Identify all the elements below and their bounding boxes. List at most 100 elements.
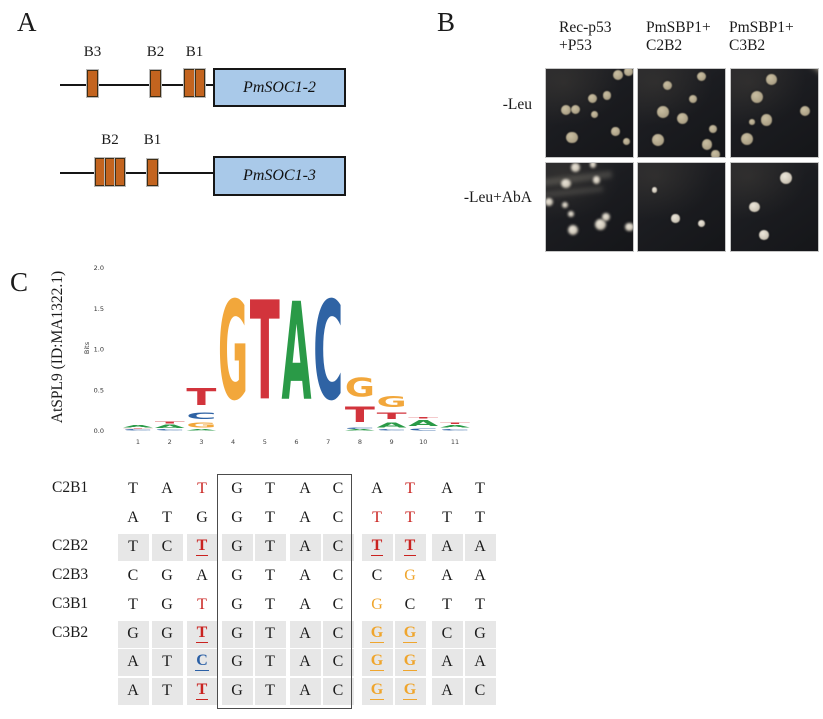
sequence-letter: A [299,480,311,497]
sequence-letter: C [371,567,383,584]
sequence-letter: C [441,625,453,642]
logo-letter-T: T [408,416,439,418]
sequence-cell: T [117,533,149,561]
sequence-cell: A [432,476,463,503]
plate-reflection-streak [546,171,612,187]
logo-letter-A: A [377,421,408,429]
panel-a-gene-diagrams: B3 B2 B1 PmSOC1-2 B2 B1 PmSOC1-3 [0,0,420,230]
sequence-letter: G [231,596,243,613]
sequence-letter: A [371,480,383,497]
sequence-letter: A [299,538,311,555]
yeast-colony [749,119,755,125]
logo-letter-A: A [186,429,217,431]
binding-site-box-b1 [184,69,205,97]
panel-b-yeast-assay: Rec-p53 +P53 PmSBP1+ C2B2 PmSBP1+ C3B2 -Leu -Le… [420,0,823,260]
sequence-cell: C [362,563,393,590]
sequence-letter: T [403,537,417,556]
sequence-cell: T [465,476,496,503]
sequence-letter: T [128,596,138,613]
binding-site-subbox [95,158,105,186]
sequence-cell: G [394,677,426,705]
sequence-letter: G [402,624,418,643]
binding-site-box-b2 [95,158,125,186]
sequence-letter: T [265,682,275,699]
sequence-cell: G [221,620,253,648]
y-axis-tick-label: 0.0 [94,427,104,435]
sequence-letter: C [404,596,416,613]
binding-site-subbox [115,158,125,186]
sequence-letter: A [441,480,453,497]
sequence-letter: T [405,509,415,526]
plate-column-label-line1: Rec-p53 [559,19,612,36]
binding-site-label-b3: B3 [83,44,102,60]
sequence-row-label: C3B1 [52,595,89,612]
sequence-letter: A [299,509,311,526]
sequence-letter: G [231,682,243,699]
yeast-colony [571,163,580,172]
sequence-cell: C [323,476,354,503]
yeast-colony [589,163,597,169]
logo-letter-A: A [345,429,376,431]
sequence-letter: T [265,653,275,670]
yeast-colony [623,137,631,145]
sequence-cell: G [362,592,393,619]
sequence-letter: A [161,480,173,497]
sequence-cell: T [254,620,286,648]
sequence-letter: C [127,567,139,584]
logo-letter-C: C [408,428,438,431]
yeast-colony [740,133,753,146]
plate-photo [545,162,634,252]
sequence-letter: T [370,537,384,556]
logo-letter-T: T [155,421,186,424]
sequence-cell: A [432,563,463,590]
sequence-letter: C [195,652,209,671]
x-axis-tick-label: 5 [263,438,267,446]
sequence-letter: T [195,624,209,643]
sequence-cell: A [431,648,463,676]
sequence-cell: T [187,592,218,619]
yeast-colony [570,104,581,115]
yeast-colony [671,214,680,223]
sequence-cell: A [290,592,321,619]
sequence-letter: C [332,567,344,584]
sequence-cell: T [362,505,393,532]
sequence-cell: C [323,592,354,619]
yeast-colony [595,219,607,231]
sequence-cell: T [254,533,286,561]
sequence-letter: G [231,625,243,642]
gene-promoter-line [60,172,213,174]
yeast-colony [625,223,633,232]
sequence-cell: T [151,648,183,676]
sequence-letter: A [127,653,139,670]
sequence-cell: C [118,563,149,590]
sequence-cell: T [152,505,183,532]
x-axis-tick-label: 10 [419,438,427,446]
binding-site-subbox [194,69,205,97]
plate-photo [545,68,634,158]
sequence-cell: T [118,476,149,503]
sequence-row-label: C2B2 [52,537,89,554]
yeast-colony [546,197,553,206]
x-axis-tick-label: 3 [199,438,203,446]
sequence-letter: A [441,653,453,670]
y-axis-tick-label: 2.0 [94,264,104,272]
sequence-cell: C [151,533,183,561]
sequence-letter: T [162,682,172,699]
sequence-cell: T [255,476,286,503]
sequence-cell: A [117,677,149,705]
binding-site-subbox [184,69,195,97]
sequence-letter: C [332,596,344,613]
sequence-letter: G [161,596,173,613]
sequence-letter: T [197,480,207,497]
sequence-cell: A [289,533,321,561]
x-axis-tick-label: 8 [358,438,362,446]
sequence-cell: T [118,592,149,619]
sequence-cell: G [117,620,149,648]
plate-photo [730,68,819,158]
binding-site-box-b1 [147,159,158,186]
sequence-cell: G [222,592,253,619]
yeast-colony [779,171,792,185]
sequence-cell: A [290,563,321,590]
panel-a-label: A [17,7,37,37]
